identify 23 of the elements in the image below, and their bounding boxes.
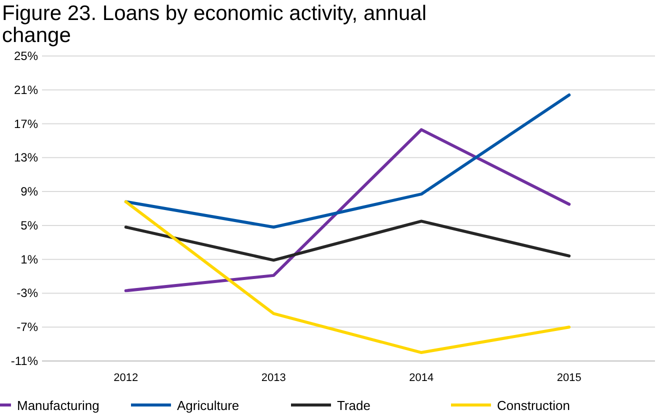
y-tick-label: -7% <box>16 320 38 334</box>
y-tick-label: 25% <box>14 49 38 63</box>
y-tick-label: -3% <box>16 286 38 300</box>
x-tick-label: 2012 <box>114 372 138 384</box>
line-series <box>124 128 571 292</box>
y-tick-label: 17% <box>14 116 38 131</box>
y-tick-label: -11% <box>10 354 38 368</box>
y-tick-label: 21% <box>14 82 38 97</box>
y-tick-label: 9% <box>20 184 38 199</box>
legend-label: Agriculture <box>177 398 240 413</box>
legend-label: Construction <box>497 398 570 413</box>
y-tick-label: 1% <box>20 252 38 266</box>
x-tick-label: 2013 <box>261 372 286 384</box>
y-tick-label: 13% <box>14 150 38 165</box>
line-series <box>124 220 571 262</box>
line-series <box>124 93 571 229</box>
legend-label: Trade <box>337 398 370 413</box>
x-tick-label: 2014 <box>409 372 434 384</box>
chart-title: Figure 23. Loans by economic activity, annual change <box>2 2 427 47</box>
x-tick-label: 2015 <box>556 372 582 384</box>
y-tick-label: 5% <box>20 218 38 232</box>
line-series <box>124 200 571 354</box>
legend-label: Manufacturing <box>17 398 100 413</box>
